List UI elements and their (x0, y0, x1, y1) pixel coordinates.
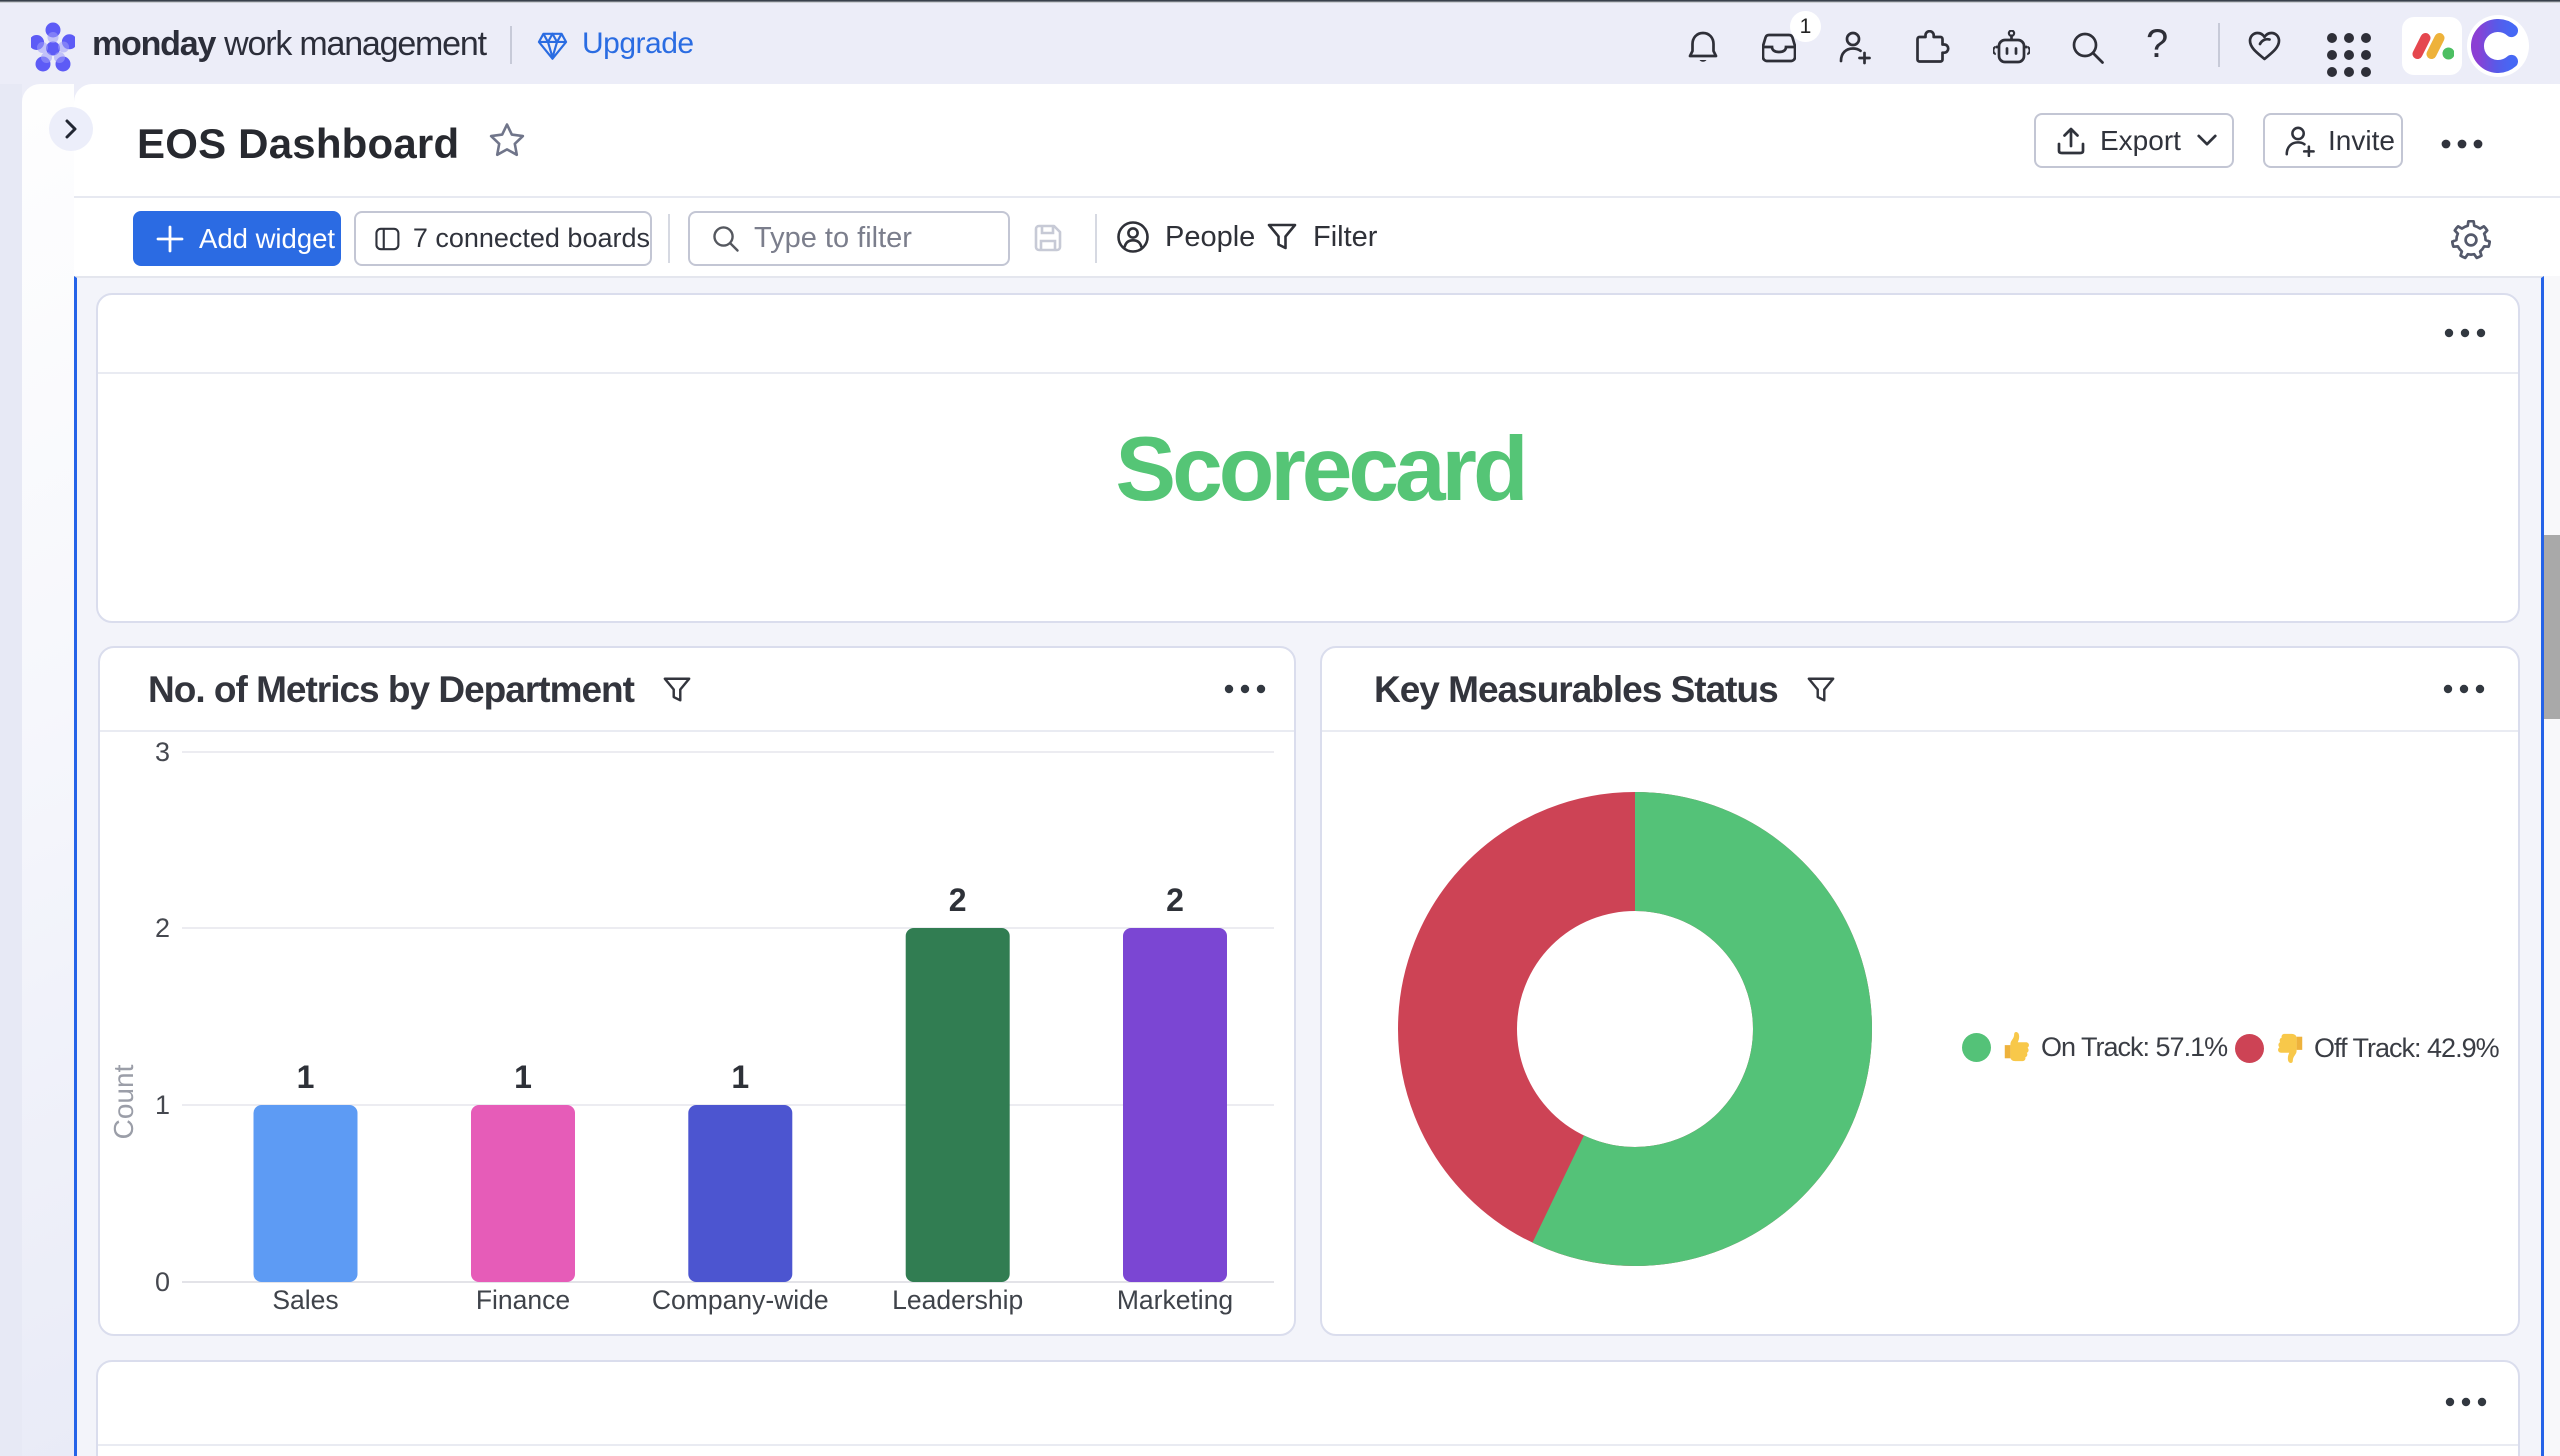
svg-text:2: 2 (155, 913, 170, 943)
svg-text:Count: Count (108, 1064, 139, 1139)
svg-text:1: 1 (514, 1059, 532, 1095)
svg-text:Company-wide: Company-wide (652, 1285, 829, 1315)
svg-text:1: 1 (731, 1059, 749, 1095)
svg-text:1: 1 (297, 1059, 315, 1095)
svg-text:0: 0 (155, 1267, 170, 1297)
svg-text:Finance: Finance (476, 1285, 570, 1315)
svg-text:2: 2 (1166, 882, 1184, 918)
svg-text:Leadership: Leadership (892, 1285, 1023, 1315)
svg-text:Marketing: Marketing (1117, 1285, 1233, 1315)
svg-text:3: 3 (155, 737, 170, 767)
svg-text:2: 2 (949, 882, 967, 918)
svg-text:Sales: Sales (272, 1285, 338, 1315)
svg-text:1: 1 (155, 1090, 170, 1120)
